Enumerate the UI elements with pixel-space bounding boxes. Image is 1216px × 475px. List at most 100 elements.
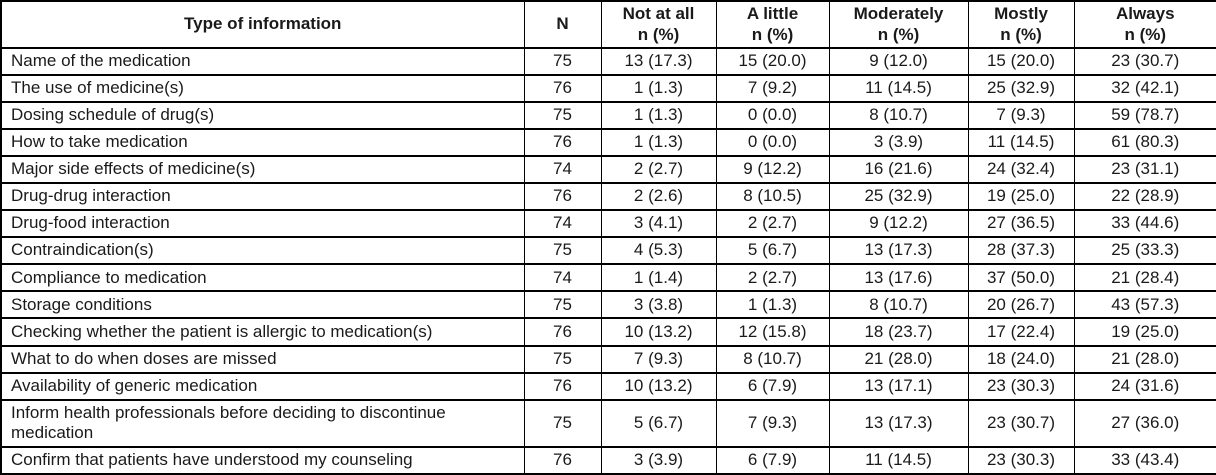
row-value-cell: 23 (30.3) [967,371,1075,401]
row-type-cell: Major side effects of medicine(s) [0,155,525,185]
row-value-cell: 9 (12.2) [715,155,830,185]
row-value-cell: 0 (0.0) [715,101,830,131]
table-row: Contraindication(s) 75 4 (5.3) 5 (6.7) 13 (1… [0,236,1216,266]
row-type-cell: Drug-food interaction [0,209,525,239]
row-value-cell: 2 (2.7) [715,209,830,239]
header-row: Type of information N Not at all n (%) A… [0,0,1216,49]
row-value-cell: 61 (80.3) [1073,128,1216,158]
row-value-cell: 23 (30.7) [1073,46,1216,77]
row-n-cell: 75 [523,236,602,266]
row-n-cell: 75 [523,290,602,320]
col-header-always: Always n (%) [1073,0,1216,49]
row-type-cell: Inform health professionals before decid… [0,398,525,448]
row-value-cell: 7 (9.3) [715,398,830,448]
row-n-cell: 74 [523,263,602,293]
row-n-cell: 76 [523,74,602,104]
row-value-cell: 2 (2.7) [715,263,830,293]
col-header-label: Moderately [853,3,944,23]
row-type-cell: Drug-drug interaction [0,182,525,212]
col-header-sublabel: n (%) [1000,24,1042,44]
row-value-cell: 1 (1.3) [600,128,717,158]
row-n-cell: 75 [523,398,602,448]
row-value-cell: 0 (0.0) [715,128,830,158]
row-value-cell: 3 (4.1) [600,209,717,239]
row-value-cell: 23 (30.3) [967,445,1075,475]
table-row: The use of medicine(s) 76 1 (1.3) 7 (9.2) 11… [0,74,1216,104]
row-value-cell: 1 (1.3) [600,74,717,104]
table-row: Availability of generic medication 76 10 (… [0,371,1216,401]
row-value-cell: 37 (50.0) [967,263,1075,293]
row-value-cell: 8 (10.7) [828,290,969,320]
row-value-cell: 33 (44.6) [1073,209,1216,239]
row-n-cell: 76 [523,317,602,347]
row-value-cell: 21 (28.4) [1073,263,1216,293]
row-type-cell: Availability of generic medication [0,371,525,401]
row-value-cell: 18 (24.0) [967,344,1075,374]
row-value-cell: 6 (7.9) [715,445,830,475]
row-value-cell: 1 (1.3) [600,101,717,131]
row-value-cell: 23 (31.1) [1073,155,1216,185]
row-value-cell: 25 (33.3) [1073,236,1216,266]
row-value-cell: 8 (10.5) [715,182,830,212]
row-value-cell: 25 (32.9) [828,182,969,212]
table-row: Checking whether the patient is allergic… [0,317,1216,347]
col-header-sublabel: n (%) [877,24,920,44]
row-value-cell: 9 (12.0) [828,46,969,77]
col-header-label: Not at all [622,3,695,23]
row-value-cell: 13 (17.3) [600,46,717,77]
row-value-cell: 11 (14.5) [828,74,969,104]
row-type-cell: Compliance to medication [0,263,525,293]
row-value-cell: 59 (78.7) [1073,101,1216,131]
row-value-cell: 21 (28.0) [828,344,969,374]
row-value-cell: 20 (26.7) [967,290,1075,320]
row-type-cell: Dosing schedule of drug(s) [0,101,525,131]
row-n-cell: 75 [523,101,602,131]
table-row: Dosing schedule of drug(s) 75 1 (1.3) 0 (0.… [0,101,1216,131]
row-value-cell: 32 (42.1) [1073,74,1216,104]
row-type-cell: Confirm that patients have understood my… [0,445,525,475]
table-row: Drug-food interaction 74 3 (4.1) 2 (2.7) 9 (… [0,209,1216,239]
col-header-type-of-information: Type of information [0,0,525,49]
col-header-sublabel: n (%) [637,24,680,44]
row-n-cell: 76 [523,445,602,475]
table-row: Name of the medication 75 13 (17.3) 15 (20.… [0,46,1216,77]
row-value-cell: 8 (10.7) [828,101,969,131]
row-value-cell: 7 (9.3) [967,101,1075,131]
row-value-cell: 1 (1.4) [600,263,717,293]
table-row: Confirm that patients have understood my… [0,445,1216,475]
table-row: Compliance to medication 74 1 (1.4) 2 (2.7)… [0,263,1216,293]
row-value-cell: 12 (15.8) [715,317,830,347]
row-value-cell: 27 (36.0) [1073,398,1216,448]
row-value-cell: 13 (17.3) [828,236,969,266]
row-value-cell: 7 (9.2) [715,74,830,104]
row-value-cell: 24 (31.6) [1073,371,1216,401]
col-header-mostly: Mostly n (%) [967,0,1075,49]
row-type-cell: Name of the medication [0,46,525,77]
row-value-cell: 15 (20.0) [715,46,830,77]
col-header-n-label: N [556,14,569,34]
row-value-cell: 13 (17.3) [828,398,969,448]
col-header-sublabel: n (%) [1124,24,1167,44]
row-value-cell: 15 (20.0) [967,46,1075,77]
table-row: Drug-drug interaction 76 2 (2.6) 8 (10.5) 25… [0,182,1216,212]
row-value-cell: 5 (6.7) [715,236,830,266]
table-row: How to take medication 76 1 (1.3) 0 (0.0) 3 … [0,128,1216,158]
col-header-label: Mostly [994,3,1048,23]
row-value-cell: 25 (32.9) [967,74,1075,104]
row-value-cell: 8 (10.7) [715,344,830,374]
row-value-cell: 27 (36.5) [967,209,1075,239]
row-value-cell: 3 (3.9) [828,128,969,158]
row-type-cell: The use of medicine(s) [0,74,525,104]
row-value-cell: 11 (14.5) [967,128,1075,158]
row-value-cell: 9 (12.2) [828,209,969,239]
row-n-cell: 75 [523,344,602,374]
row-value-cell: 19 (25.0) [967,182,1075,212]
row-value-cell: 33 (43.4) [1073,445,1216,475]
row-n-cell: 74 [523,155,602,185]
row-value-cell: 2 (2.6) [600,182,717,212]
table-row: Storage conditions 75 3 (3.8) 1 (1.3) 8 (10.… [0,290,1216,320]
col-header-label: A little [746,3,799,23]
col-header-sublabel: n (%) [751,24,794,44]
row-value-cell: 22 (28.9) [1073,182,1216,212]
row-value-cell: 16 (21.6) [828,155,969,185]
